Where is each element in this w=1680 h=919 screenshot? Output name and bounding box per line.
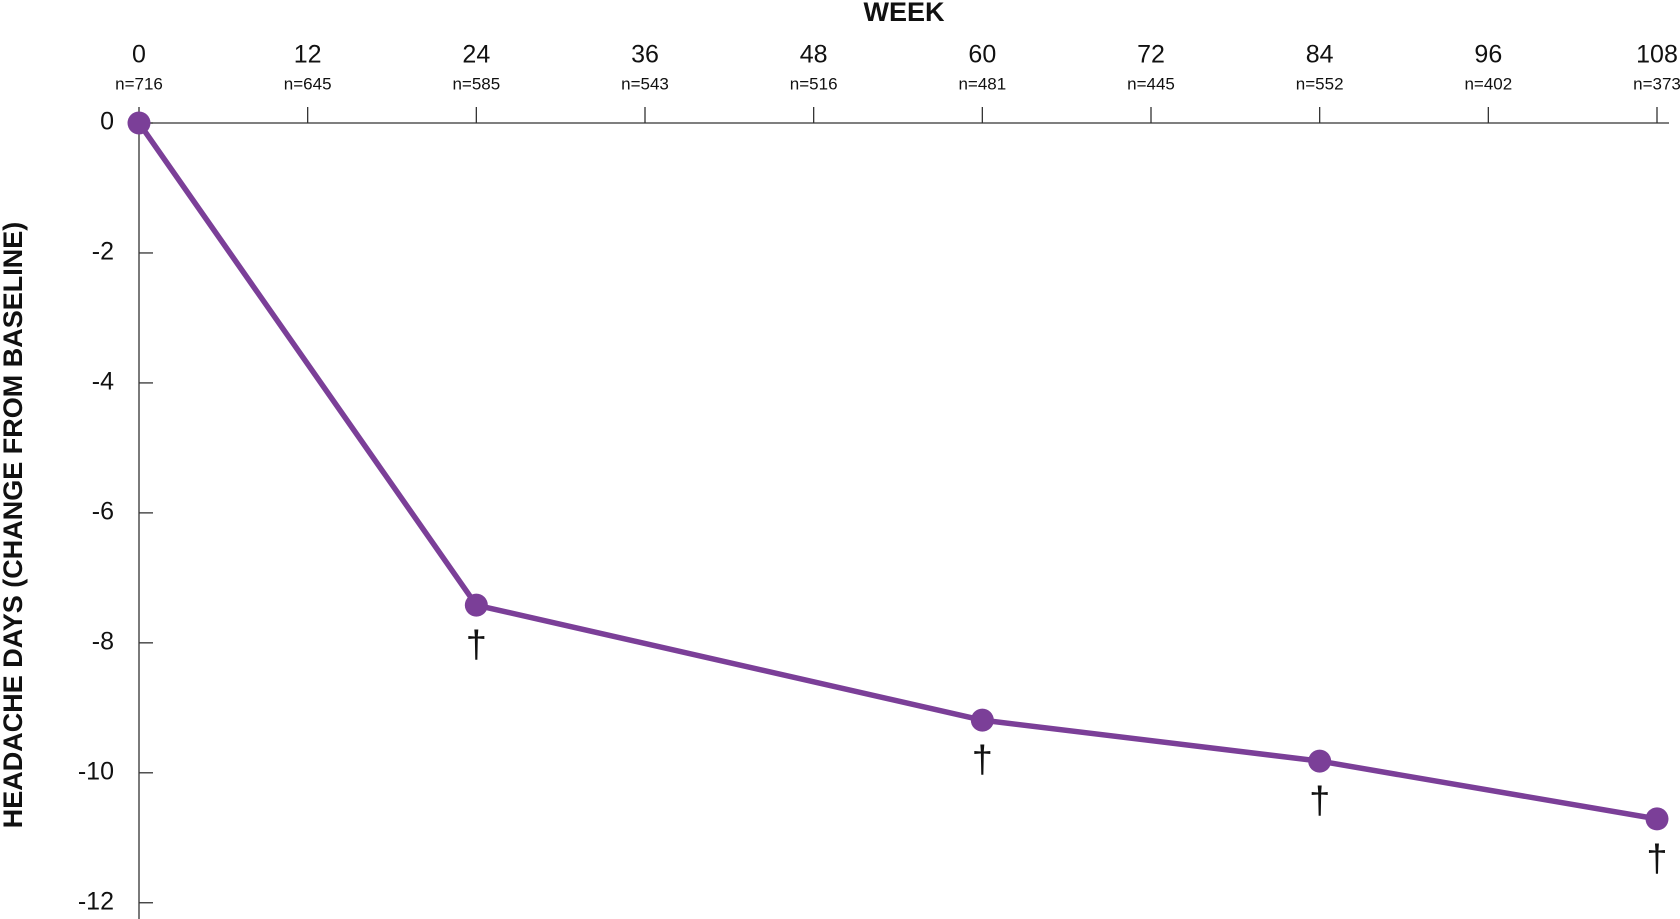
x-tick-label: 72 [1137, 41, 1165, 69]
x-tick-label: 108 [1636, 41, 1678, 69]
point-annotation: † [466, 624, 487, 666]
y-tick-label: -2 [92, 238, 114, 266]
data-point [970, 708, 994, 732]
sample-size-label: n=552 [1296, 74, 1344, 93]
point-annotation: † [972, 739, 993, 781]
data-point [127, 111, 151, 135]
point-annotation: † [1309, 780, 1330, 822]
sample-size-label: n=716 [115, 74, 163, 93]
x-axis-title: WEEK [864, 0, 946, 27]
y-tick-label: -6 [92, 497, 114, 525]
y-tick-label: -4 [92, 368, 114, 396]
x-tick-label: 36 [631, 41, 659, 69]
data-point [1645, 807, 1669, 831]
sample-size-label: n=373 [1633, 74, 1680, 93]
x-tick-label: 48 [800, 41, 828, 69]
x-tick-label: 24 [462, 41, 490, 69]
data-line [136, 121, 1658, 822]
sample-size-label: n=585 [452, 74, 500, 93]
sample-size-label: n=445 [1127, 74, 1175, 93]
y-tick-label: -12 [78, 887, 114, 915]
sample-size-label: n=645 [284, 74, 332, 93]
sample-size-label: n=402 [1464, 74, 1512, 93]
data-point [1308, 749, 1332, 773]
y-tick-label: -10 [78, 757, 114, 785]
sample-size-label: n=543 [621, 74, 669, 93]
point-annotation: † [1646, 838, 1667, 880]
data-point [464, 593, 488, 617]
y-axis-title: HEADACHE DAYS (CHANGE FROM BASELINE) [0, 222, 28, 829]
y-tick-label: -8 [92, 627, 114, 655]
x-tick-label: 84 [1306, 41, 1334, 69]
x-tick-label: 0 [132, 41, 146, 69]
sample-size-label: n=481 [958, 74, 1006, 93]
x-tick-label: 96 [1474, 41, 1502, 69]
x-tick-label: 60 [968, 41, 996, 69]
x-tick-label: 12 [294, 41, 322, 69]
y-tick-label: 0 [100, 108, 114, 136]
sample-size-label: n=516 [790, 74, 838, 93]
